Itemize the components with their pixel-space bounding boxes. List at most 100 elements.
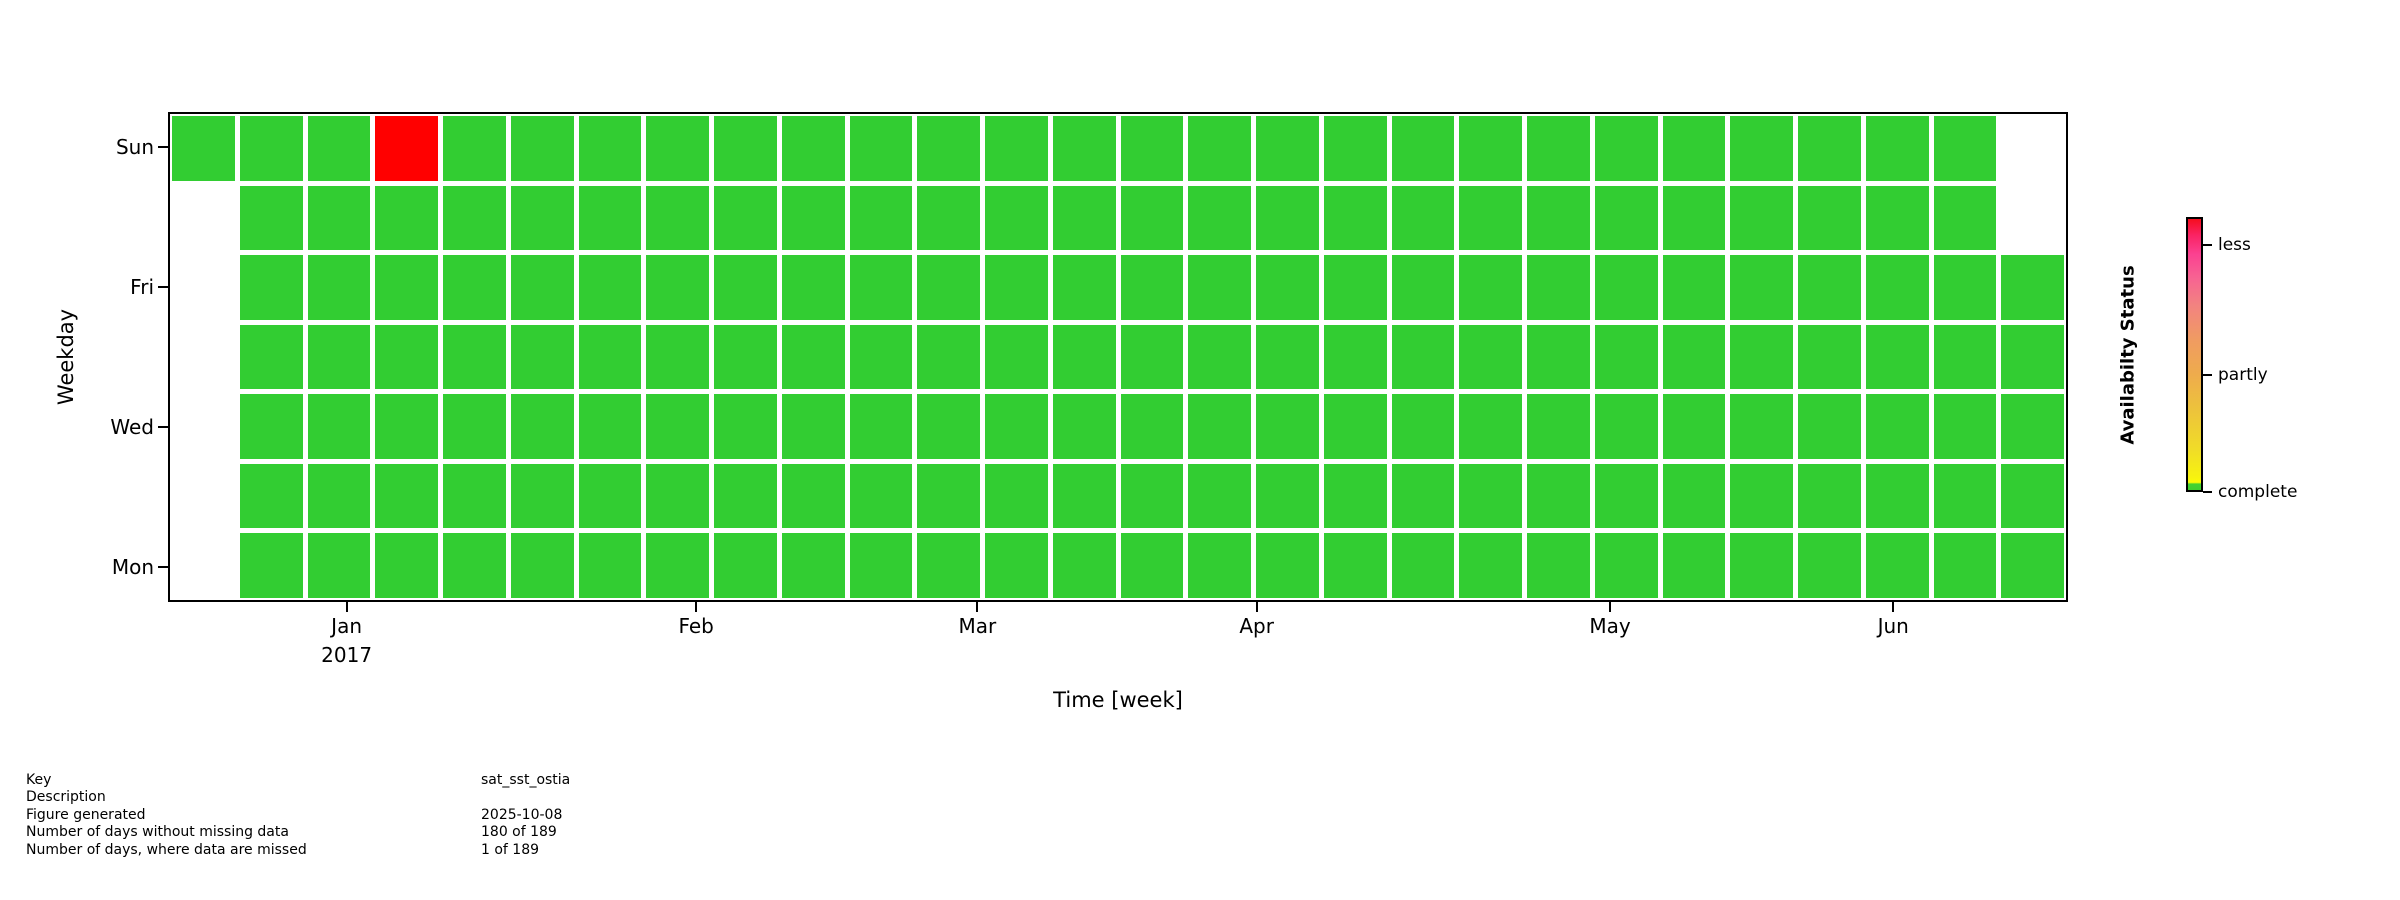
heatmap-cell <box>1730 255 1793 320</box>
heatmap-cell <box>1052 255 1116 320</box>
y-tick-mark <box>158 286 168 288</box>
heatmap-cell <box>510 185 574 251</box>
x-tick-mark <box>1255 602 1258 612</box>
x-tick-label: Jun <box>1877 614 1909 638</box>
y-tick-label: Fri <box>130 275 154 299</box>
heatmap-cell <box>2001 324 2064 390</box>
heatmap-cell <box>443 255 506 320</box>
heatmap-cell <box>1391 185 1455 251</box>
heatmap-cell <box>917 533 980 598</box>
metadata-label: Key <box>26 772 52 788</box>
heatmap-cell <box>917 185 980 251</box>
x-tick-label: May <box>1589 614 1631 638</box>
heatmap-cell <box>1933 533 1997 598</box>
heatmap-cell <box>1120 116 1184 181</box>
heatmap-cell <box>714 463 777 529</box>
colorbar-tick-label: complete <box>2218 482 2298 502</box>
heatmap-cell <box>1798 255 1861 320</box>
heatmap-cell <box>985 394 1048 459</box>
heatmap-cell <box>375 116 438 181</box>
heatmap-cell <box>781 533 845 598</box>
heatmap-cell <box>1391 463 1455 529</box>
heatmap-cell <box>375 324 438 390</box>
heatmap-cell <box>646 255 709 320</box>
heatmap-cell <box>917 116 980 181</box>
heatmap-cell <box>1188 324 1251 390</box>
heatmap-cell <box>1662 463 1726 529</box>
heatmap-cell <box>714 255 777 320</box>
heatmap-cell <box>578 116 642 181</box>
heatmap-cell <box>2001 186 2064 251</box>
metadata-row: Figure generated 2025-10-08 <box>26 807 562 824</box>
heatmap-cell <box>1459 533 1522 598</box>
heatmap-cell <box>1120 533 1184 598</box>
heatmap-cell <box>578 463 642 529</box>
heatmap-cell <box>1865 533 1929 598</box>
heatmap-cell <box>2001 116 2064 181</box>
heatmap-cell <box>1933 116 1997 181</box>
heatmap-cell <box>1730 533 1793 598</box>
heatmap-cell <box>307 324 371 390</box>
y-tick-label: Mon <box>111 555 154 579</box>
metadata-value: sat_sst_ostia <box>481 772 571 788</box>
heatmap-cell <box>1459 394 1522 459</box>
heatmap-cell <box>646 394 709 459</box>
heatmap-cell <box>1798 463 1861 529</box>
heatmap-cell <box>985 533 1048 598</box>
heatmap-cell <box>849 116 913 181</box>
colorbar-label: Availabilty Status <box>2117 265 2139 445</box>
heatmap-cell <box>375 255 438 320</box>
heatmap-cell <box>1256 394 1319 459</box>
heatmap-cell <box>1662 533 1726 598</box>
colorbar-tick-label: less <box>2218 234 2251 255</box>
heatmap-cell <box>1120 394 1184 459</box>
x-tick-mark <box>1892 602 1895 612</box>
heatmap-cell <box>1391 324 1455 390</box>
heatmap-cell <box>1527 255 1590 320</box>
heatmap-cell <box>1798 185 1861 251</box>
heatmap-cell <box>1391 116 1455 181</box>
heatmap-cell <box>1662 116 1726 181</box>
y-tick-label: Wed <box>110 415 154 439</box>
heatmap-cell <box>1188 394 1251 459</box>
heatmap-cell <box>1527 463 1590 529</box>
heatmap-cell <box>1323 324 1387 390</box>
heatmap-cell <box>1052 324 1116 390</box>
heatmap-cell <box>307 533 371 598</box>
heatmap-cell <box>917 463 980 529</box>
heatmap-cell <box>1730 394 1793 459</box>
heatmap-cell <box>1865 394 1929 459</box>
heatmap-cell <box>1459 116 1522 181</box>
heatmap-cell <box>307 255 371 320</box>
heatmap-cell <box>239 324 303 390</box>
heatmap-cell <box>985 463 1048 529</box>
heatmap-cell <box>646 324 709 390</box>
heatmap-cell <box>443 185 506 251</box>
heatmap-cell <box>849 394 913 459</box>
metadata-label: Description <box>26 789 106 806</box>
heatmap-cell <box>646 463 709 529</box>
heatmap-cell <box>1323 533 1387 598</box>
heatmap-cell <box>1256 185 1319 251</box>
heatmap-cell <box>714 394 777 459</box>
heatmap-cell <box>781 324 845 390</box>
heatmap-cell <box>239 116 303 181</box>
x-tick-label: Feb <box>678 614 714 638</box>
x-tick-year-label: 2017 <box>321 643 373 667</box>
heatmap-cell <box>1865 324 1929 390</box>
metadata-value: 2025-10-08 <box>481 806 563 823</box>
heatmap-cell <box>1459 463 1522 529</box>
heatmap-cell <box>1052 185 1116 251</box>
heatmap-cell <box>714 185 777 251</box>
metadata-value: 180 of 189 <box>481 824 557 841</box>
heatmap-cell <box>1730 116 1793 181</box>
x-axis-label: Time [week] <box>1053 688 1183 712</box>
heatmap-cell <box>781 116 845 181</box>
heatmap-cell <box>849 533 913 598</box>
metadata-row: Description <box>26 789 307 806</box>
heatmap-cell <box>1256 463 1319 529</box>
y-axis-label: Weekday <box>54 308 78 406</box>
heatmap-cell <box>1256 533 1319 598</box>
heatmap-cell <box>985 255 1048 320</box>
